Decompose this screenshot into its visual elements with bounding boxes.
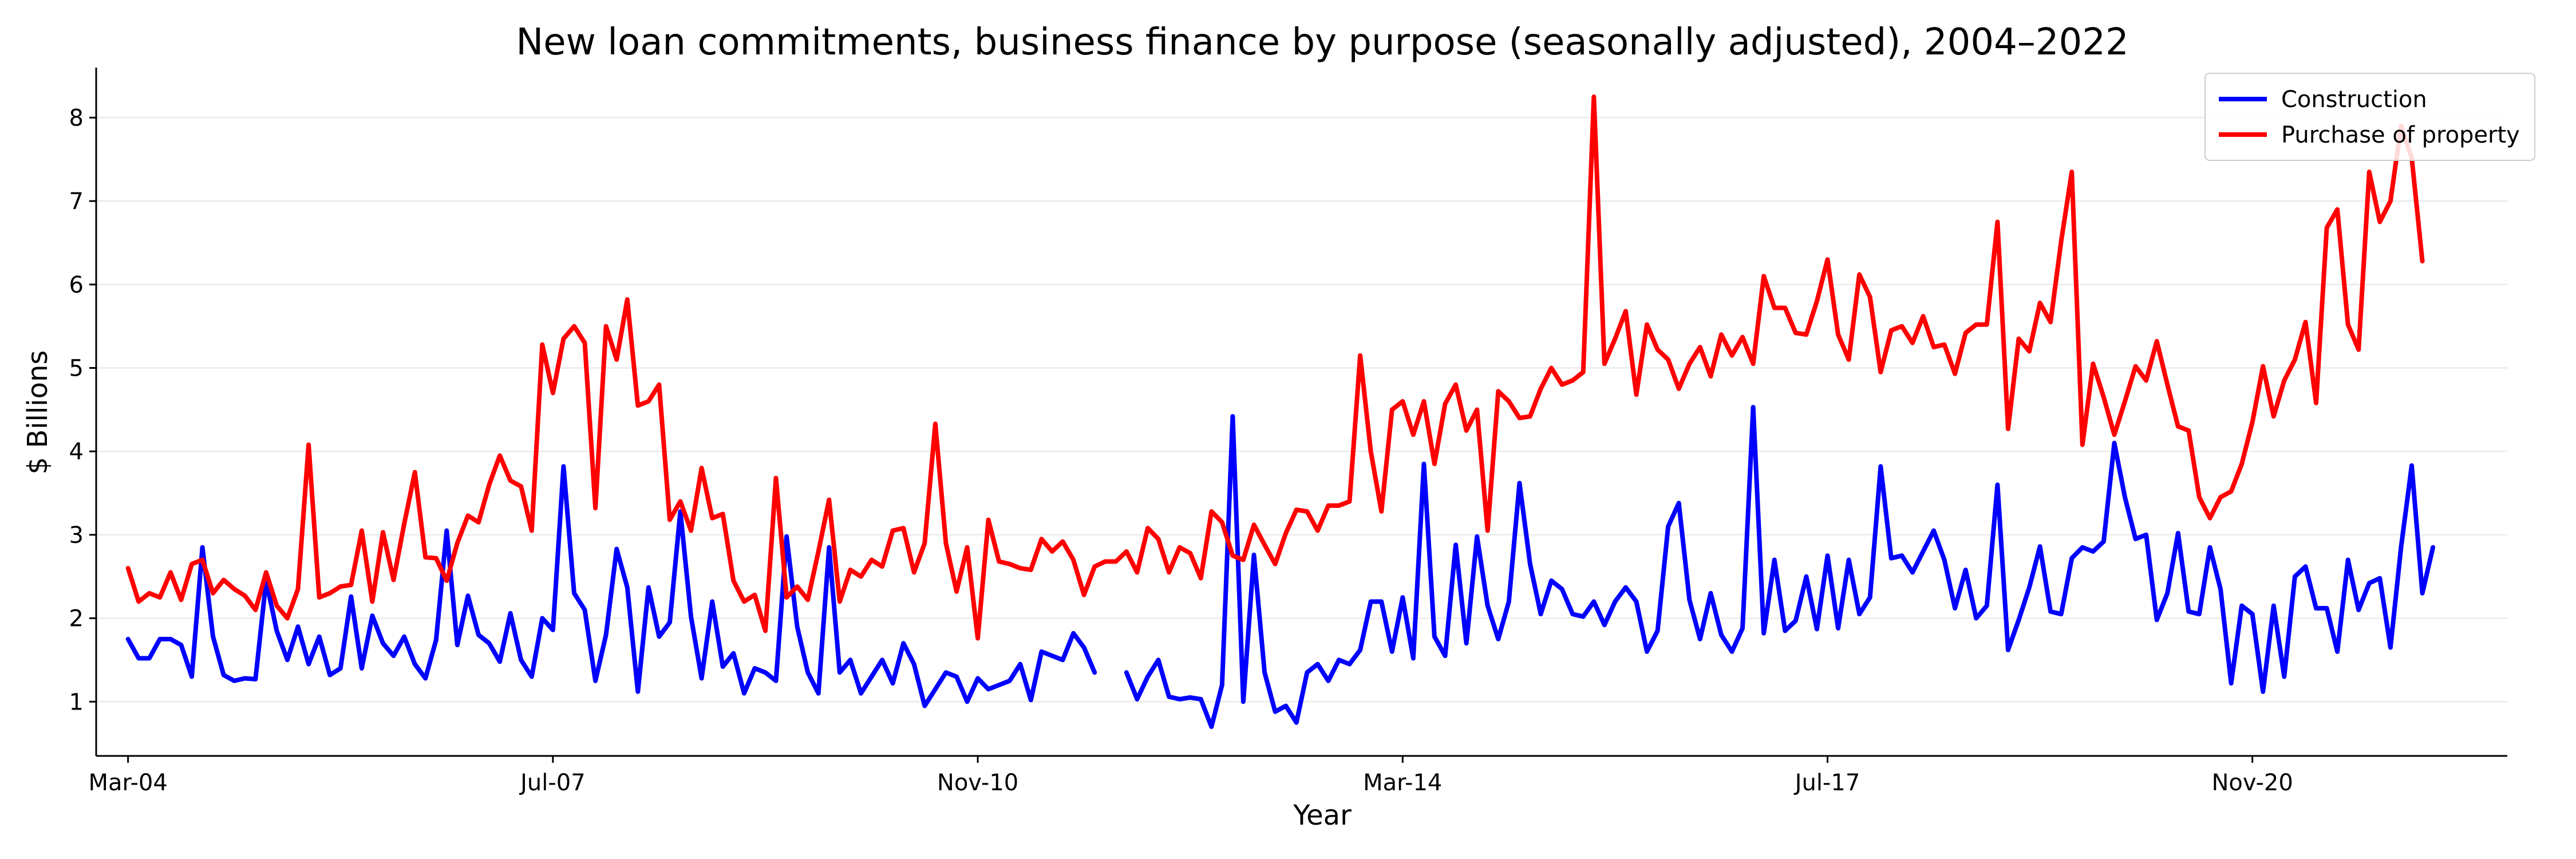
chart-title: New loan commitments, business finance b… (516, 21, 2128, 64)
y-tick-label: 2 (69, 606, 84, 632)
x-tick-label: Jul-17 (1793, 770, 1860, 796)
y-tick-label: 5 (69, 356, 84, 382)
legend: Construction Purchase of property (2204, 73, 2535, 161)
y-tick-label: 3 (69, 522, 84, 549)
y-tick-label: 1 (69, 689, 84, 715)
series-line-purchase-of-property (125, 94, 2425, 641)
x-tick-label: Mar-04 (89, 770, 168, 796)
y-tick-label: 6 (69, 272, 84, 298)
y-tick-label: 4 (69, 439, 84, 465)
x-tick-label: Nov-10 (937, 770, 1018, 796)
x-tick-label: Mar-14 (1363, 770, 1442, 796)
legend-label-construction: Construction (2281, 86, 2427, 113)
axes (95, 68, 2507, 757)
x-tick-label: Jul-07 (519, 770, 586, 796)
x-ticks: Mar-04 Jul-07 Nov-10 Mar-14 Jul-17 Nov-20 (89, 756, 2293, 796)
y-tick-label: 7 (69, 188, 84, 215)
series-line-construction (125, 405, 2436, 729)
gridlines (96, 117, 2507, 703)
legend-label-purchase-of-property: Purchase of property (2281, 122, 2520, 148)
x-tick-label: Nov-20 (2212, 770, 2293, 796)
y-ticks: 1 2 3 4 5 6 7 8 (69, 105, 96, 715)
x-axis-label: Year (1293, 799, 1352, 832)
series-lines (125, 94, 2436, 729)
y-axis-label: $ Billions (22, 350, 54, 475)
legend-box (2204, 73, 2535, 161)
y-tick-label: 8 (69, 105, 84, 131)
